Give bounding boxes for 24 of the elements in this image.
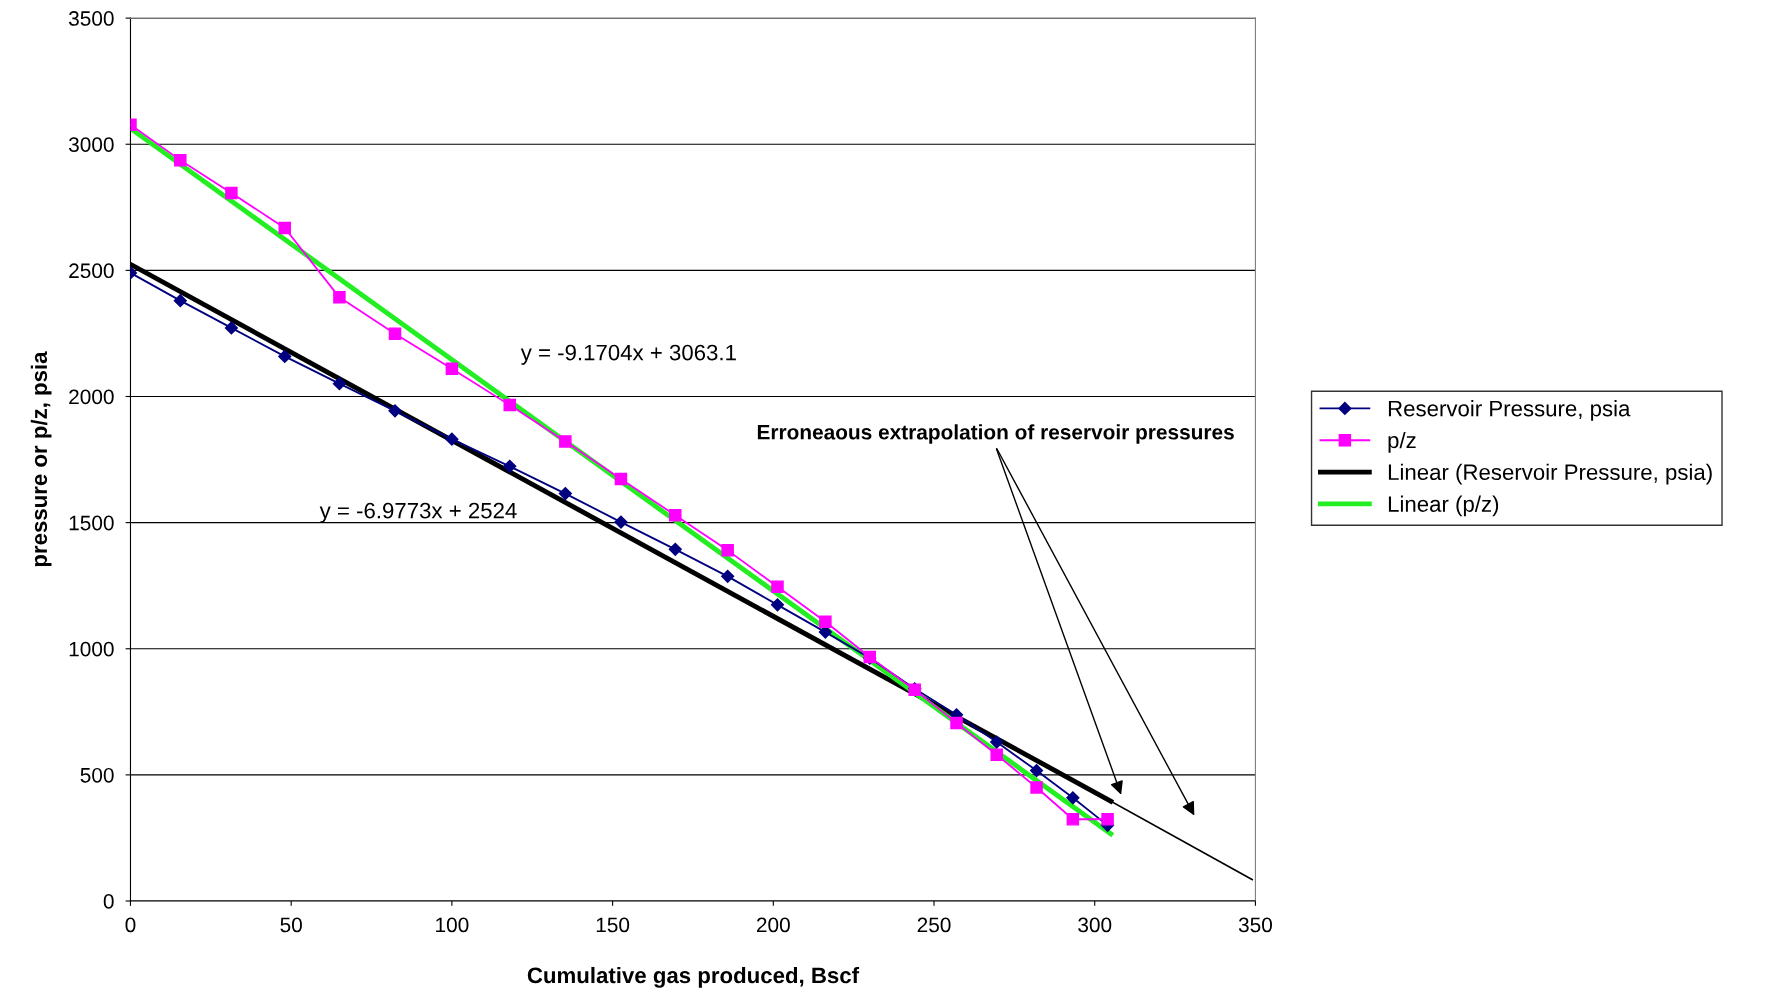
y-tick-label: 2500 (69, 263, 114, 279)
x-axis-title: Cumulative gas produced, Bscf (527, 966, 860, 988)
x-tick-label: 50 (280, 917, 302, 933)
y-tick-label: 0 (103, 894, 114, 909)
annotation: Erroneaous extrapolation of reservoir pressures (757, 424, 1234, 444)
x-tick-label: 300 (1078, 917, 1112, 933)
y-tick-label: 500 (80, 767, 114, 783)
legend-label: Reservoir Pressure, psia (1388, 400, 1631, 421)
y-axis-title: pressure or p/z, psia (30, 351, 52, 567)
x-tick-label: 0 (125, 917, 136, 933)
y-tick-label: 2000 (69, 389, 114, 405)
x-tick-label: 350 (1238, 917, 1272, 933)
y-tick-label: 3000 (68, 137, 114, 152)
x-tick-label: 250 (917, 917, 951, 933)
y-tick-label: 1500 (69, 515, 114, 531)
annotation: y = -9.1704x + 3063.1 (520, 344, 736, 365)
y-tick-label: 1000 (69, 641, 114, 657)
x-tick-label: 100 (436, 917, 469, 933)
legend-label: Linear (p/z) (1388, 495, 1499, 517)
y-tick-label: 3500 (68, 11, 114, 26)
x-tick-label: 150 (596, 917, 630, 933)
legend-label: Linear (Reservoir Pressure, psia) (1388, 463, 1712, 485)
legend-label: p/z (1388, 431, 1416, 453)
x-tick-label: 200 (756, 917, 790, 933)
